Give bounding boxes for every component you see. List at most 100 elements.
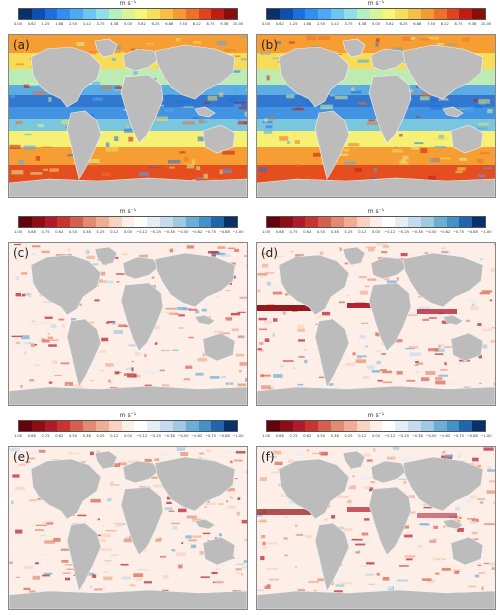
land-greenland — [342, 450, 366, 470]
colorbar-swatch — [267, 421, 280, 431]
colorbar-tick-label: 3.12 — [82, 22, 91, 26]
land-antarctica — [257, 177, 495, 197]
colorbar-swatch — [57, 9, 71, 19]
colorbar-tick-label: 4.38 — [358, 22, 367, 26]
land-asia — [154, 44, 236, 100]
colorbar-tick-label: 1.88 — [303, 22, 312, 26]
colorbar-tick-label: 8.12 — [440, 22, 449, 26]
colorbar-swatch — [147, 9, 161, 19]
colorbar-swatch — [198, 217, 212, 227]
colorbar-swatch — [19, 9, 32, 19]
colorbar-swatch — [318, 9, 332, 19]
land-south-america — [314, 522, 350, 592]
colorbar-swatch — [95, 217, 109, 227]
colorbar-swatch — [134, 421, 148, 431]
colorbar-swatch — [331, 217, 344, 227]
colorbar-tick-label: −1.00 — [232, 230, 244, 234]
world-map — [257, 35, 495, 197]
colorbar-ticks: 0.00 0.62 1.25 1.88 2.50 3.12 3.75 4.38 5.00 5.62… — [262, 22, 491, 30]
colorbar-swatch — [382, 421, 396, 431]
land-masses — [257, 38, 495, 197]
colorbar-swatch — [134, 9, 148, 19]
colorbar-swatch — [395, 217, 409, 227]
colorbar-swatch — [211, 9, 225, 19]
colorbar-tick-label: 0.38 — [330, 434, 339, 438]
colorbar-swatch — [224, 421, 238, 431]
land-south-america — [66, 110, 102, 180]
land-europe — [370, 460, 408, 484]
map-panel: m s⁻¹ 0.00 0.62 1.25 1.88 2.50 3.12 3.75 4.38 5.0… — [8, 0, 248, 198]
land-masses — [9, 246, 247, 405]
land-south-america — [314, 110, 350, 180]
colorbar-swatch — [382, 9, 396, 19]
colorbar — [266, 216, 486, 228]
colorbar-tick-label: −0.12 — [136, 434, 148, 438]
colorbar-tick-label: 8.75 — [454, 22, 463, 26]
colorbar-tick-label: −0.25 — [397, 434, 410, 438]
colorbar-swatch — [95, 9, 109, 19]
colorbar-swatch — [446, 421, 460, 431]
colorbar-tick-label: 7.50 — [426, 22, 436, 26]
colorbar-tick-label: 0.50 — [68, 230, 78, 234]
colorbar-tick-label: 2.50 — [316, 22, 326, 26]
colorbar-swatch — [44, 9, 58, 19]
colorbar-swatch — [343, 421, 357, 431]
colorbar-swatch — [446, 217, 460, 227]
land-north-america — [30, 46, 102, 108]
land-africa — [368, 486, 412, 556]
colorbar-swatch — [305, 9, 319, 19]
colorbar-tick-label: 6.25 — [151, 22, 160, 26]
land-europe — [122, 460, 160, 484]
land-europe — [370, 256, 408, 280]
colorbar — [18, 420, 238, 432]
land-masses — [9, 38, 247, 197]
colorbar-swatch — [369, 421, 383, 431]
land-north-america — [278, 254, 350, 316]
colorbar-swatch — [356, 9, 370, 19]
land-asia — [154, 456, 236, 512]
land-asia — [402, 44, 484, 100]
colorbar-unit-label: m s⁻¹ — [367, 412, 385, 419]
colorbar-swatch — [292, 421, 306, 431]
land-masses — [257, 450, 495, 609]
colorbar-tick-label: 8.75 — [206, 22, 215, 26]
colorbar-swatch — [433, 9, 447, 19]
colorbar — [266, 8, 486, 20]
panel-label: (e) — [13, 450, 30, 464]
colorbar-swatch — [420, 9, 434, 19]
colorbar-swatch — [95, 421, 109, 431]
land-south-america — [66, 318, 102, 388]
colorbar-tick-label: 7.50 — [178, 22, 188, 26]
colorbar-tick-label: −0.38 — [163, 434, 175, 438]
map-panel: m s⁻¹ 1.00 0.88 0.75 0.62 0.50 0.38 0.25 0.12 0.0… — [8, 208, 248, 406]
panel-label: (f) — [261, 450, 275, 464]
panel-label: (c) — [13, 246, 29, 260]
colorbar-tick-label: 0.88 — [27, 434, 36, 438]
world-map — [9, 35, 247, 197]
colorbar-swatch — [160, 9, 173, 19]
colorbar-swatch — [459, 217, 473, 227]
colorbar-tick-label: 3.75 — [96, 22, 105, 26]
land-south-america — [314, 318, 350, 388]
colorbar-tick-label: −0.62 — [191, 434, 203, 438]
colorbar-swatch — [121, 9, 135, 19]
colorbar-swatch — [292, 217, 306, 227]
colorbar-tick-label: 5.62 — [385, 22, 394, 26]
land-north-america — [278, 46, 350, 108]
colorbar-tick-label: 0.38 — [82, 230, 91, 234]
colorbar-swatch — [211, 217, 225, 227]
land-asia — [402, 252, 484, 308]
colorbar-tick-label: 0.62 — [275, 22, 284, 26]
colorbar-swatch — [198, 421, 212, 431]
colorbar-swatch — [19, 421, 32, 431]
colorbar-tick-label: 10.00 — [480, 22, 492, 26]
colorbar-swatch — [70, 421, 84, 431]
land-indonesia — [194, 106, 216, 118]
colorbar-swatch — [472, 421, 486, 431]
colorbar-swatch — [31, 9, 45, 19]
colorbar-swatch — [318, 421, 332, 431]
colorbar-swatch — [198, 9, 212, 19]
land-antarctica — [9, 177, 247, 197]
colorbar-tick-label: 0.12 — [110, 434, 119, 438]
colorbar-tick-label: 0.00 — [123, 230, 133, 234]
